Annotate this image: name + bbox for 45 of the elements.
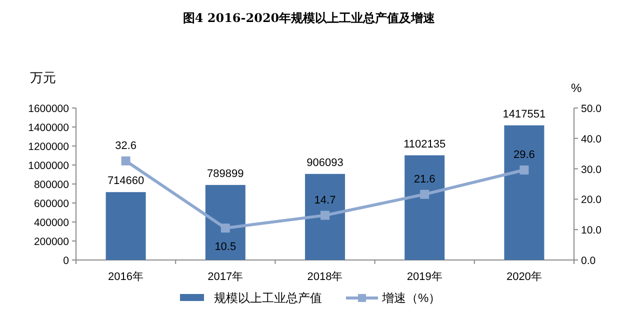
y-tick-label: 400000 (34, 217, 70, 229)
data-label: 29.6 (513, 149, 535, 162)
data-label: 714660 (107, 175, 144, 188)
y-tick-label: 1000000 (28, 160, 70, 172)
bar (404, 155, 445, 260)
data-label: 32.6 (115, 140, 137, 152)
bar (305, 174, 345, 260)
x-tick-label: 2016年 (108, 271, 144, 283)
bar (205, 184, 246, 260)
y2-axis-title: % (571, 81, 582, 95)
y2-tick-label: 30.0 (581, 164, 602, 176)
x-tick-label: 2018年 (307, 271, 343, 283)
bar (106, 192, 146, 260)
point (121, 156, 130, 166)
x-tick-label: 2019年 (406, 271, 442, 283)
y2-tick-label: 10.0 (581, 224, 602, 237)
y-axis-title: 万元 (30, 70, 56, 85)
y-tick-label: 1600000 (28, 103, 70, 115)
data-label: 906093 (306, 156, 344, 169)
bar (504, 125, 544, 260)
chart-title: 图4 2016-2020年规模以上工业总产值及增速 (182, 11, 436, 25)
data-label: 1417551 (502, 108, 546, 120)
y2-tick-label: 20.0 (581, 194, 602, 206)
data-label: 10.5 (214, 241, 236, 254)
y-tick-label: 800000 (34, 179, 70, 191)
y2-tick-label: 40.0 (581, 133, 602, 146)
legend-label: 规模以上工业总产值 (214, 291, 322, 305)
point (320, 210, 330, 220)
y-tick-label: 0 (63, 255, 70, 267)
legend-label: 增速（%） (381, 291, 441, 305)
y-tick-label: 600000 (34, 198, 70, 210)
data-label: 14.7 (314, 194, 336, 206)
data-label: 21.6 (414, 173, 436, 186)
y2-tick-label: 0.0 (581, 255, 596, 267)
point (420, 190, 430, 199)
x-tick-label: 2017年 (208, 271, 244, 283)
point (220, 224, 230, 233)
data-label: 1102135 (404, 138, 446, 150)
y-tick-label: 1200000 (28, 141, 70, 153)
y-tick-label: 1400000 (28, 122, 70, 134)
y2-tick-label: 50.0 (581, 103, 602, 115)
data-label: 789899 (207, 168, 244, 180)
y-tick-label: 200000 (34, 236, 70, 248)
x-tick-label: 2020年 (506, 271, 542, 283)
point (520, 166, 529, 175)
